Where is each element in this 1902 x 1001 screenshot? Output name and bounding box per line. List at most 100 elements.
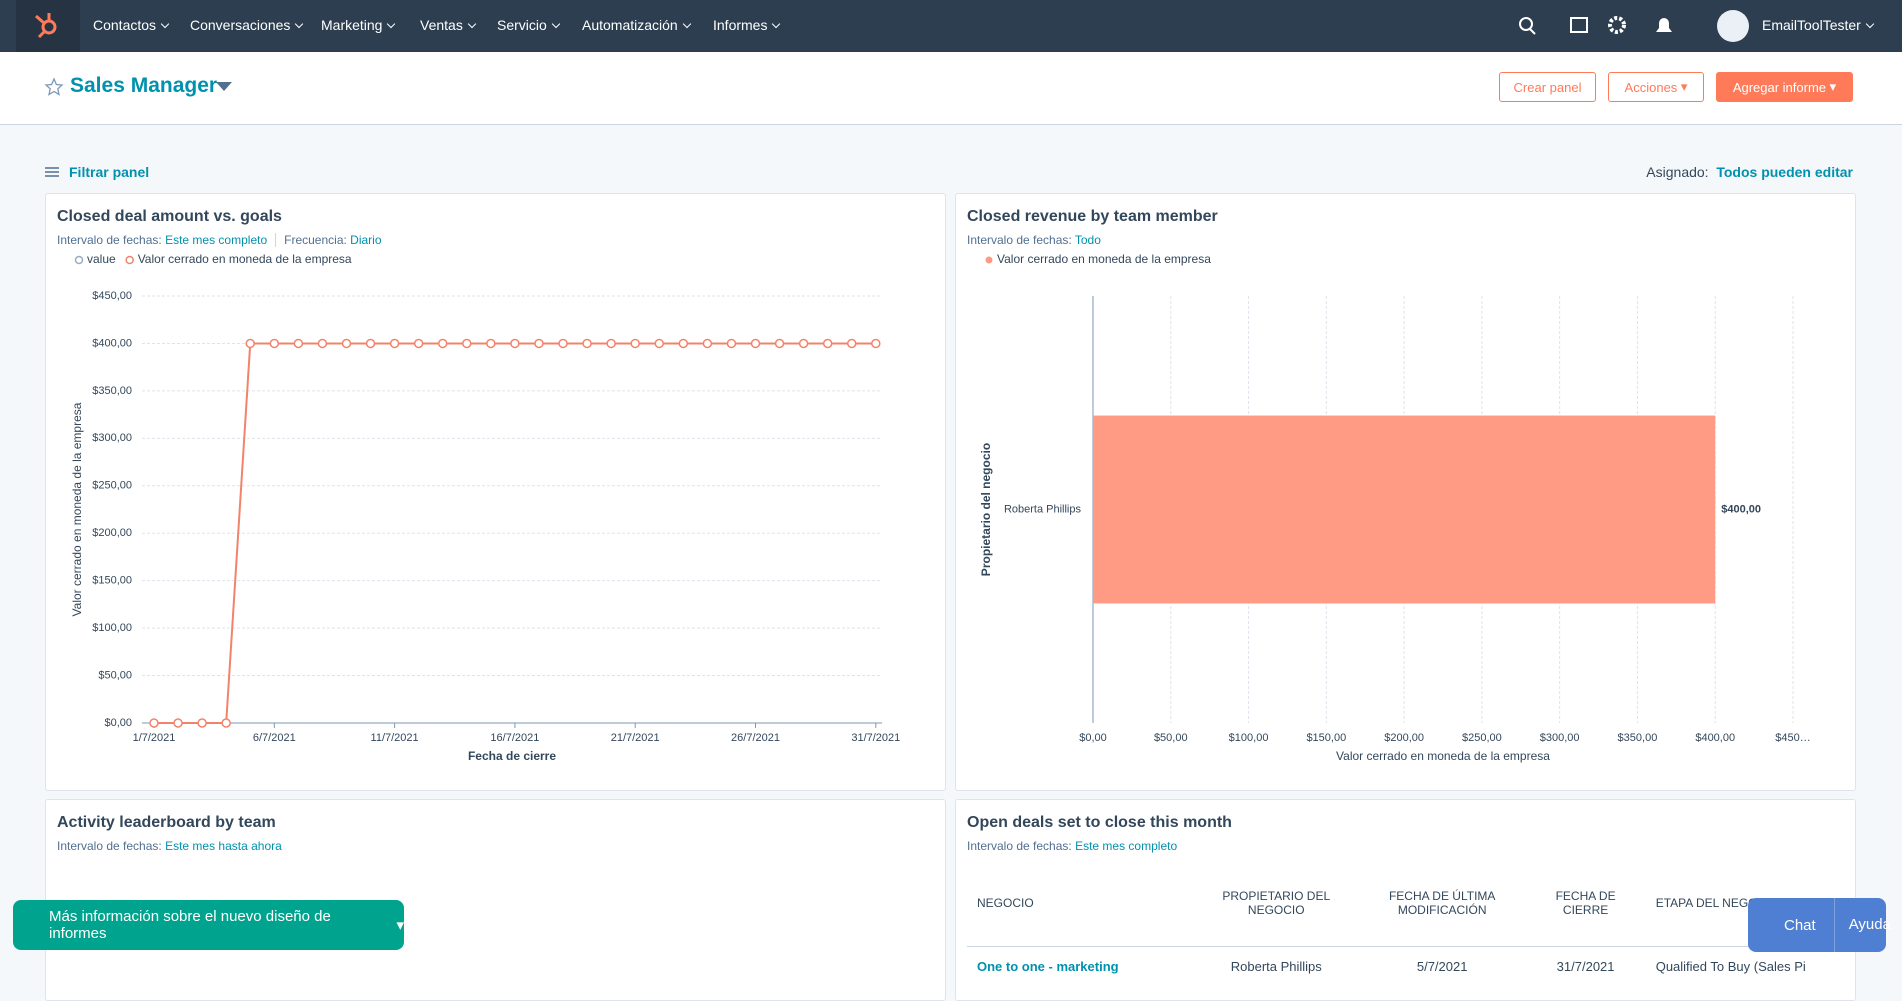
assigned: Asignado: Todos pueden editar [1646, 164, 1853, 180]
x-tick-label: 16/7/2021 [490, 732, 539, 744]
legend-label: Valor cerrado en moneda de la empresa [997, 252, 1211, 266]
x-axis-title: Fecha de cierre [468, 749, 556, 763]
x-tick-label: 26/7/2021 [731, 732, 780, 744]
add-report-button[interactable]: Agregar informe ▾ [1716, 72, 1853, 102]
y-tick-label: $300,00 [92, 432, 132, 444]
point [582, 338, 592, 349]
point [822, 338, 833, 349]
point [437, 338, 448, 349]
f: Este mes completo [1075, 839, 1178, 853]
point [702, 338, 713, 349]
column-header[interactable]: NEGOCIO [977, 895, 1034, 910]
bar [1093, 415, 1716, 604]
card-title: Closed revenue by team member [967, 208, 1218, 225]
assigned-label: Asignado: [1646, 164, 1709, 180]
nav-item[interactable]: Contactos [93, 17, 168, 33]
x-tick-label: 6/7/2021 [253, 732, 296, 744]
f: Intervalo de fechas: [57, 233, 162, 247]
point [871, 338, 881, 349]
point [197, 718, 207, 728]
point [269, 338, 280, 349]
user-menu[interactable]: EmailToolTester [1762, 17, 1873, 33]
title-caret[interactable] [216, 82, 232, 92]
y-tick-label: $450,00 [92, 290, 132, 302]
point [149, 718, 159, 728]
top-nav: Contactos Conversaciones Marketing Ventas Se… [0, 0, 1902, 52]
point [293, 338, 304, 349]
point [678, 338, 689, 349]
legend-marker [985, 256, 993, 264]
y-tick-label: $150,00 [92, 575, 132, 587]
nav-icons[interactable] [1510, 12, 1690, 40]
x-tick-label: 11/7/2021 [371, 732, 419, 744]
logo[interactable] [16, 0, 80, 52]
column-header[interactable]: PROPIETARIO DEL NEGOCIO [1222, 888, 1331, 917]
charts-layer: $0,00 $50,00 $100,00 $150,00 $200,00 $250,00 $… [70, 252, 1811, 763]
chat[interactable]: Chat [1784, 916, 1816, 934]
f: Este mes hasta ahora [165, 839, 282, 853]
nav-item[interactable]: Servicio [497, 17, 559, 33]
card-filters: Intervalo de fechas: Este mes completo Fr… [57, 233, 382, 247]
create-button[interactable]: Crear panel [1499, 72, 1596, 102]
x-tick-label: $200,00 [1384, 732, 1424, 744]
x-axis-title: Valor cerrado en moneda de la empresa [1336, 749, 1550, 763]
help-widget[interactable]: Chat Ayuda [1748, 898, 1891, 952]
column-header[interactable]: FECHA DE ÚLTIMA MODIFICACIÓN [1388, 888, 1496, 917]
point [341, 338, 352, 349]
avatar[interactable] [1717, 10, 1749, 42]
nav-item[interactable]: Informes [713, 17, 779, 33]
x-tick-label: $350,00 [1618, 732, 1658, 744]
x-tick-label: $400,00 [1695, 732, 1735, 744]
help[interactable]: Ayuda [1833, 898, 1891, 952]
actions-button[interactable]: Acciones ▾ [1608, 72, 1704, 102]
x-tick-label: 1/7/2021 [133, 732, 176, 744]
y-axis-title: Valor cerrado en moneda de la empresa [70, 402, 84, 616]
point [750, 338, 761, 349]
nav-item[interactable]: Ventas [420, 17, 475, 33]
point [846, 338, 857, 349]
f: Intervalo de fechas: [57, 839, 162, 853]
f: Este mes completo [165, 233, 268, 247]
banner-text: Más información sobre el nuevo diseño de… [49, 908, 331, 942]
f: Intervalo de fechas: [967, 233, 1072, 247]
x-tick-label: $250,00 [1462, 732, 1502, 744]
x-tick-label: $100,00 [1229, 732, 1269, 744]
point [798, 338, 809, 349]
label: Acciones [1624, 79, 1678, 95]
legend-marker [74, 255, 84, 265]
x-tick-label: 31/7/2021 [851, 732, 900, 744]
y-tick-label: $100,00 [92, 622, 132, 634]
x-tick-label: 21/7/2021 [611, 732, 660, 744]
card-title: Activity leaderboard by team [57, 814, 276, 831]
info-banner[interactable]: Más información sobre el nuevo diseño de… [13, 900, 404, 950]
point [774, 338, 785, 349]
point [606, 338, 616, 349]
nav-item[interactable]: Marketing [321, 17, 394, 33]
point [510, 338, 520, 349]
filter-icon [45, 167, 59, 177]
point [389, 338, 400, 349]
y-tick-label: $350,00 [92, 385, 132, 397]
nav-item[interactable]: Automatización [582, 17, 690, 33]
point [486, 338, 496, 349]
legend-marker [125, 255, 134, 265]
nav-item[interactable]: Conversaciones [190, 17, 302, 33]
assigned-value[interactable]: Todos pueden editar [1716, 164, 1853, 180]
f: Frecuencia: [275, 233, 347, 247]
y-tick-label: $250,00 [92, 480, 132, 492]
point [654, 338, 665, 349]
y-tick-label: $200,00 [92, 527, 132, 539]
x-tick-label: $450… [1775, 732, 1810, 744]
point [462, 338, 472, 349]
x-tick-label: $50,00 [1154, 732, 1188, 744]
favorite-star[interactable] [44, 77, 64, 97]
y-tick-label: Roberta Phillips [1004, 503, 1082, 515]
filter-link[interactable]: Filtrar panel [69, 164, 150, 180]
point [221, 718, 231, 728]
point [245, 338, 255, 349]
dashboard-title[interactable]: Sales Manager [70, 74, 218, 97]
column-header[interactable]: FECHA DE CIERRE [1555, 888, 1616, 917]
card-title: Closed deal amount vs. goals [57, 208, 282, 225]
point [558, 338, 568, 349]
point [726, 338, 737, 349]
